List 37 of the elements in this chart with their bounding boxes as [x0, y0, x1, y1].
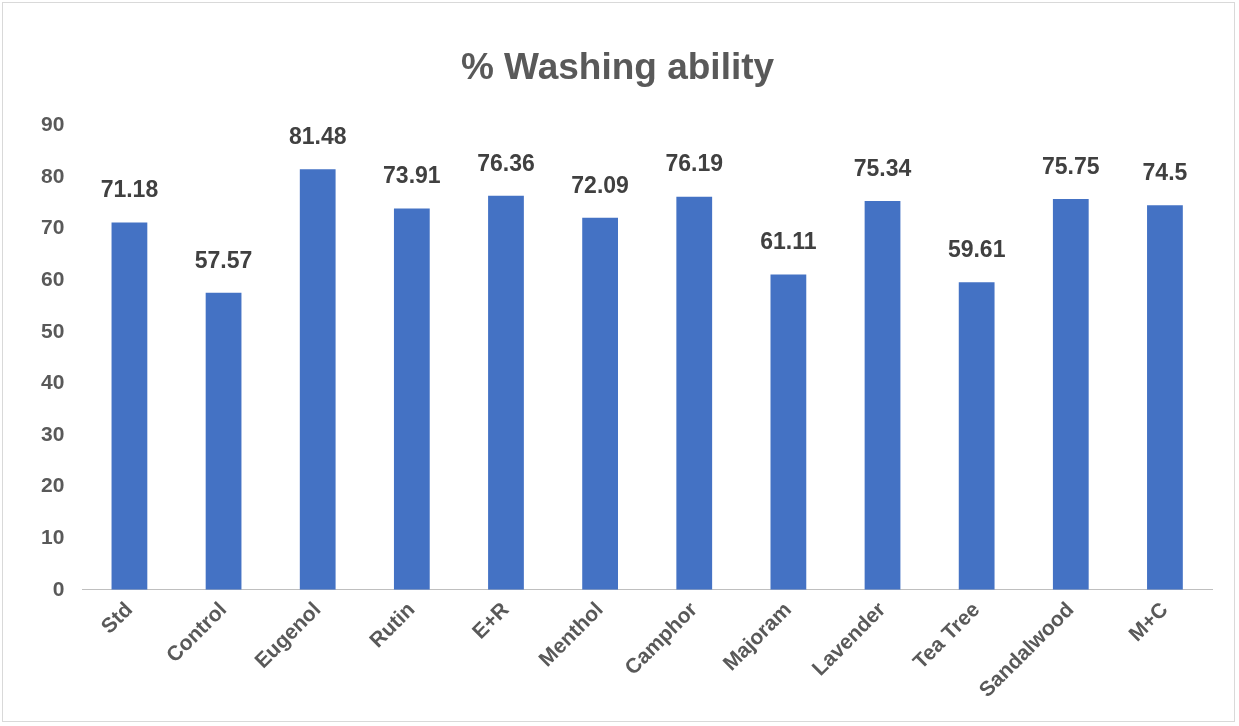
bar: [299, 169, 336, 590]
y-tick-label: 10: [41, 524, 65, 548]
data-label: 75.75: [1042, 152, 1100, 179]
bar: [676, 196, 713, 590]
y-tick-label: 30: [41, 421, 65, 445]
y-tick-label: 70: [41, 215, 65, 239]
data-label: 73.91: [383, 162, 441, 189]
data-label: 81.48: [288, 123, 347, 150]
y-tick-label: 20: [41, 473, 65, 497]
data-label: 75.34: [853, 154, 912, 181]
bar: [864, 201, 901, 590]
y-tick-label: 80: [41, 163, 65, 187]
bar: [582, 217, 618, 590]
bar: [958, 282, 995, 590]
y-tick-label: 50: [41, 318, 65, 342]
y-tick-label: 40: [41, 370, 65, 394]
y-tick-label: 0: [52, 576, 65, 600]
x-tick-label: Tea Tree: [908, 597, 984, 673]
bar: [488, 195, 524, 590]
data-label: 57.57: [194, 246, 253, 273]
data-label: 72.09: [571, 171, 629, 198]
y-tick-label: 90: [41, 112, 65, 136]
data-label: 61.11: [760, 228, 817, 255]
data-label: 76.36: [477, 149, 535, 176]
data-label: 59.61: [947, 236, 1006, 263]
bar: [393, 208, 430, 590]
data-label: 74.5: [1142, 159, 1188, 186]
bar: [1052, 198, 1089, 590]
bar: [1147, 205, 1183, 590]
chart-title: % Washing ability: [460, 46, 775, 88]
x-tick-label: Std: [96, 597, 137, 638]
bar: [205, 292, 242, 590]
data-label: 71.18: [100, 176, 159, 203]
bar: [111, 222, 148, 590]
data-label: 76.19: [665, 150, 724, 177]
bar: [770, 274, 807, 590]
y-tick-label: 60: [41, 266, 65, 290]
